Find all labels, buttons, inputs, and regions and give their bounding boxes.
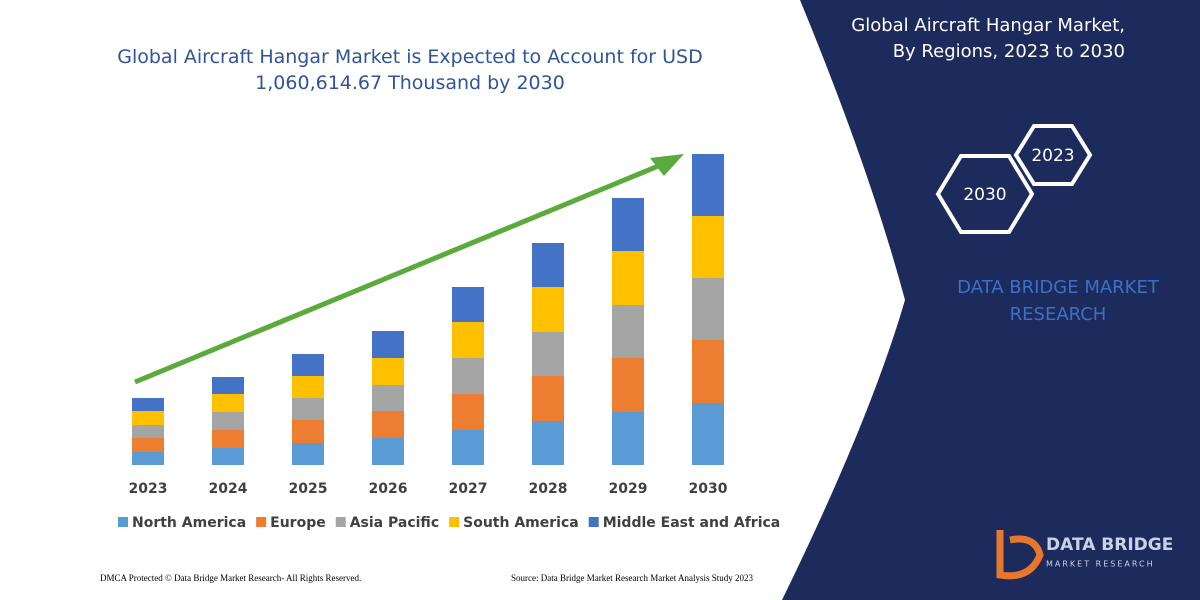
logo-mark bbox=[996, 530, 1044, 580]
panel-title: Global Aircraft Hangar Market, bbox=[851, 15, 1125, 36]
bar-segment bbox=[452, 287, 484, 322]
hex-label: 2030 bbox=[963, 185, 1006, 205]
bar-segment bbox=[292, 376, 324, 398]
bar-segment bbox=[372, 385, 404, 411]
bar-segment bbox=[292, 398, 324, 420]
logo-text: MARKET RESEARCH bbox=[1046, 560, 1155, 569]
bar-segment bbox=[372, 411, 404, 438]
x-tick-label: 2027 bbox=[449, 481, 488, 497]
bar-segment bbox=[612, 358, 644, 412]
legend-label: Asia Pacific bbox=[350, 515, 439, 531]
legend-swatch bbox=[449, 517, 460, 527]
brand-text: RESEARCH bbox=[1010, 304, 1107, 325]
bar-segment bbox=[372, 331, 404, 358]
bar-segment bbox=[212, 412, 244, 430]
legend-swatch bbox=[588, 517, 599, 527]
bar-segment bbox=[372, 438, 404, 465]
bar-segment bbox=[292, 420, 324, 443]
bar-segment bbox=[532, 421, 564, 465]
bar-segment bbox=[532, 332, 564, 376]
x-tick-label: 2028 bbox=[529, 481, 568, 497]
bar-segment bbox=[532, 243, 564, 287]
legend-swatch bbox=[118, 517, 128, 527]
hexagon bbox=[1013, 124, 1093, 186]
x-tick-label: 2029 bbox=[609, 481, 648, 497]
bar-segment bbox=[452, 358, 484, 394]
hex-label: 2023 bbox=[1031, 146, 1074, 166]
bar-segment bbox=[132, 411, 164, 425]
bar-segment bbox=[372, 358, 404, 385]
footer-left: DMCA Protected © Data Bridge Market Rese… bbox=[100, 573, 361, 583]
legend-swatch bbox=[256, 517, 267, 527]
x-tick-label: 2026 bbox=[369, 481, 408, 497]
x-tick-label: 2023 bbox=[129, 481, 168, 497]
bar-segment bbox=[612, 251, 644, 305]
bar-segment bbox=[612, 198, 644, 251]
footer-right: Source: Data Bridge Market Research Mark… bbox=[511, 573, 753, 583]
bar-segment bbox=[692, 403, 724, 465]
logo-text: DATA BRIDGE bbox=[1046, 535, 1173, 555]
bar-segment bbox=[692, 154, 724, 216]
legend-label: Middle East and Africa bbox=[603, 515, 781, 531]
bar-segment bbox=[612, 305, 644, 358]
legend-label: North America bbox=[132, 515, 246, 531]
bar-segment bbox=[612, 412, 644, 465]
bar-segment bbox=[452, 322, 484, 358]
bar-segment bbox=[692, 216, 724, 278]
bar-segment bbox=[212, 430, 244, 448]
bar-segment bbox=[292, 354, 324, 376]
hexagon bbox=[935, 154, 1035, 234]
chart-title: Global Aircraft Hangar Market is Expecte… bbox=[117, 46, 703, 94]
arrow-head bbox=[650, 154, 684, 176]
x-tick-label: 2024 bbox=[209, 481, 248, 497]
bar-segment bbox=[212, 377, 244, 394]
bar-segment bbox=[132, 398, 164, 411]
legend-label: South America bbox=[463, 515, 579, 531]
legend-label: Europe bbox=[270, 515, 326, 531]
bar-segment bbox=[132, 425, 164, 438]
bar-segment bbox=[452, 394, 484, 430]
bar-segment bbox=[452, 430, 484, 465]
side-panel bbox=[782, 0, 1200, 600]
legend-swatch bbox=[335, 517, 346, 527]
bar-segment bbox=[132, 438, 164, 452]
trend-arrow bbox=[134, 159, 669, 385]
bar-segment bbox=[212, 394, 244, 412]
bar-segment bbox=[692, 340, 724, 403]
bar-segment bbox=[132, 452, 164, 465]
panel-title: By Regions, 2023 to 2030 bbox=[893, 41, 1125, 62]
bar-segment bbox=[212, 448, 244, 465]
bar-segment bbox=[532, 376, 564, 421]
bar-segment bbox=[292, 443, 324, 465]
bar-segment bbox=[692, 278, 724, 340]
x-tick-label: 2025 bbox=[289, 481, 328, 497]
x-tick-label: 2030 bbox=[689, 481, 728, 497]
brand-text: DATA BRIDGE MARKET bbox=[957, 277, 1160, 298]
bar-segment bbox=[532, 287, 564, 332]
